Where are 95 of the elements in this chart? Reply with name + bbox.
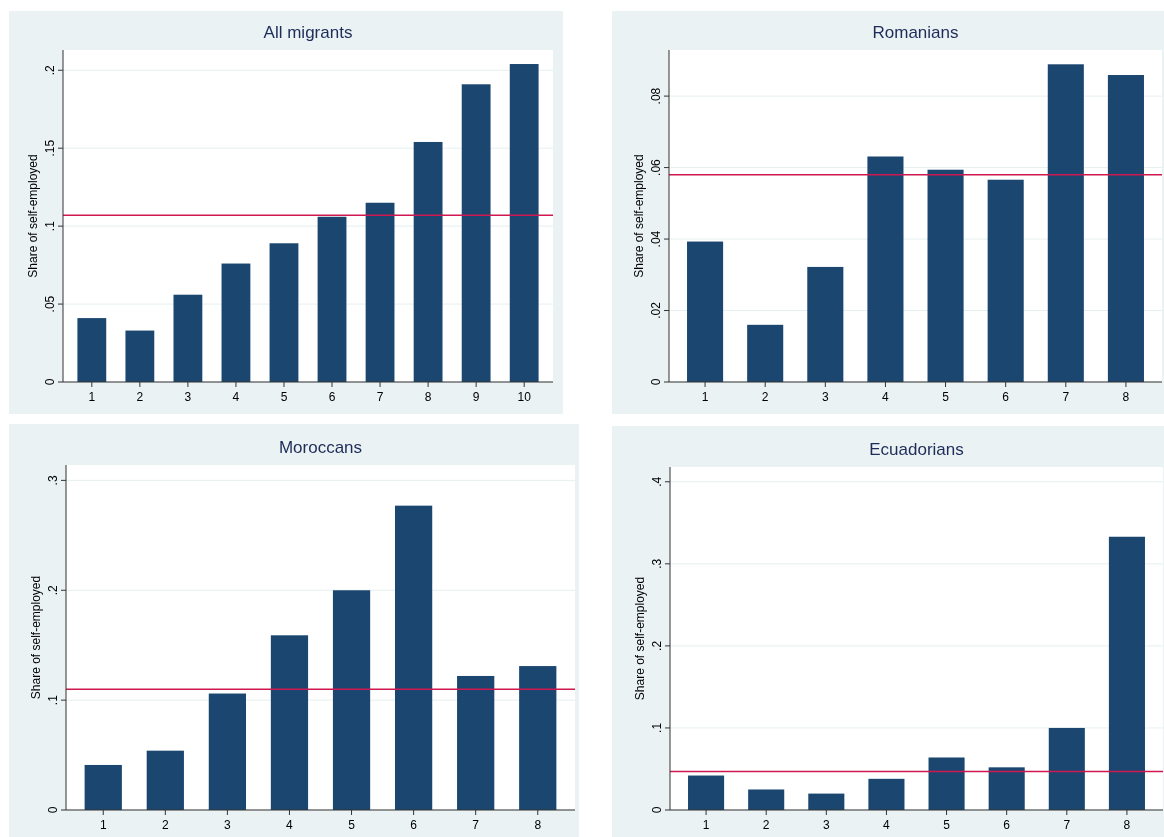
bar (1048, 727, 1085, 810)
bar (519, 666, 557, 810)
y-tick-label: 0 (43, 378, 57, 386)
x-tick-label: 3 (184, 390, 192, 404)
bar (687, 241, 724, 382)
x-tick-label: 7 (1063, 818, 1071, 832)
y-tick-label: .02 (649, 301, 663, 319)
y-axis-title: Share of self-employed (633, 576, 647, 701)
y-tick-label: .15 (43, 139, 57, 157)
x-tick-label: 10 (517, 390, 532, 404)
bar (1107, 75, 1144, 382)
bar (1047, 64, 1084, 382)
x-tick-label: 2 (161, 818, 169, 832)
x-tick-label: 4 (883, 818, 891, 832)
bar (457, 675, 495, 810)
bar (747, 324, 784, 382)
bar (146, 750, 184, 810)
bar (221, 263, 251, 382)
y-tick-label: 0 (649, 378, 663, 386)
bar (77, 318, 107, 382)
x-tick-label: 7 (1062, 390, 1070, 404)
x-tick-label: 7 (472, 818, 480, 832)
bar (509, 64, 539, 382)
x-tick-label: 4 (232, 390, 240, 404)
y-tick-label: .06 (649, 158, 663, 176)
bar (208, 693, 247, 810)
bar (927, 169, 964, 382)
x-tick-label: 4 (286, 818, 294, 832)
x-tick-label: 2 (136, 390, 144, 404)
x-tick-label: 8 (1123, 818, 1131, 832)
x-tick-label: 6 (1003, 818, 1011, 832)
bar (365, 202, 395, 382)
chart-title: Romanians (872, 23, 959, 42)
x-tick-label: 1 (88, 390, 96, 404)
x-tick-label: 4 (882, 390, 890, 404)
y-tick-label: .05 (43, 295, 57, 313)
bar (173, 294, 203, 382)
bar (988, 767, 1025, 810)
bar (269, 243, 299, 382)
x-tick-label: 5 (942, 390, 950, 404)
bar (1108, 536, 1145, 810)
y-tick-label: .3 (650, 558, 664, 569)
y-tick-label: .2 (43, 64, 57, 76)
x-tick-label: 8 (1122, 390, 1130, 404)
x-tick-label: 6 (328, 390, 336, 404)
bar (332, 590, 371, 810)
x-tick-label: 1 (99, 818, 107, 832)
x-tick-label: 2 (762, 818, 770, 832)
x-tick-label: 3 (822, 818, 830, 832)
y-tick-label: .2 (46, 584, 60, 596)
bar (394, 505, 433, 810)
y-tick-label: 0 (650, 806, 664, 814)
x-tick-label: 5 (348, 818, 356, 832)
y-axis-title: Share of self-employed (632, 154, 646, 278)
x-tick-label: 7 (376, 390, 384, 404)
y-axis-title: Share of self-employed (26, 154, 40, 278)
x-tick-label: 2 (761, 390, 769, 404)
y-tick-label: .1 (43, 220, 57, 232)
chart-title: Ecuadorians (869, 440, 964, 459)
bar (461, 84, 491, 382)
bar (868, 778, 905, 810)
bar (867, 156, 904, 382)
y-tick-label: .04 (649, 230, 663, 248)
bar (270, 635, 309, 810)
y-tick-label: .1 (46, 694, 60, 706)
y-tick-label: .08 (649, 87, 663, 105)
x-tick-label: 9 (472, 390, 480, 404)
y-tick-label: .3 (46, 475, 60, 486)
x-tick-label: 1 (702, 818, 710, 832)
x-tick-label: 3 (821, 390, 829, 404)
x-tick-label: 6 (1002, 390, 1010, 404)
bar (928, 757, 965, 810)
y-tick-label: 0 (46, 806, 60, 814)
bar (688, 775, 725, 810)
y-axis-title: Share of self-employed (29, 575, 43, 700)
x-tick-label: 5 (280, 390, 288, 404)
chart-title: Moroccans (278, 438, 363, 457)
x-tick-label: 8 (424, 390, 432, 404)
x-tick-label: 6 (410, 818, 418, 832)
x-tick-label: 3 (224, 818, 232, 832)
x-tick-label: 1 (701, 390, 709, 404)
bar (125, 330, 155, 382)
y-tick-label: .2 (650, 640, 664, 651)
bar (987, 179, 1024, 382)
chart-title: All migrants (263, 23, 353, 42)
bar (807, 266, 844, 382)
y-tick-label: .1 (650, 722, 664, 733)
bar (317, 216, 347, 382)
bar (748, 789, 785, 810)
x-tick-label: 8 (534, 818, 542, 832)
bar (808, 793, 845, 810)
y-tick-label: .4 (650, 476, 664, 487)
x-tick-label: 5 (943, 818, 951, 832)
bar (413, 141, 443, 382)
bar (84, 764, 122, 810)
